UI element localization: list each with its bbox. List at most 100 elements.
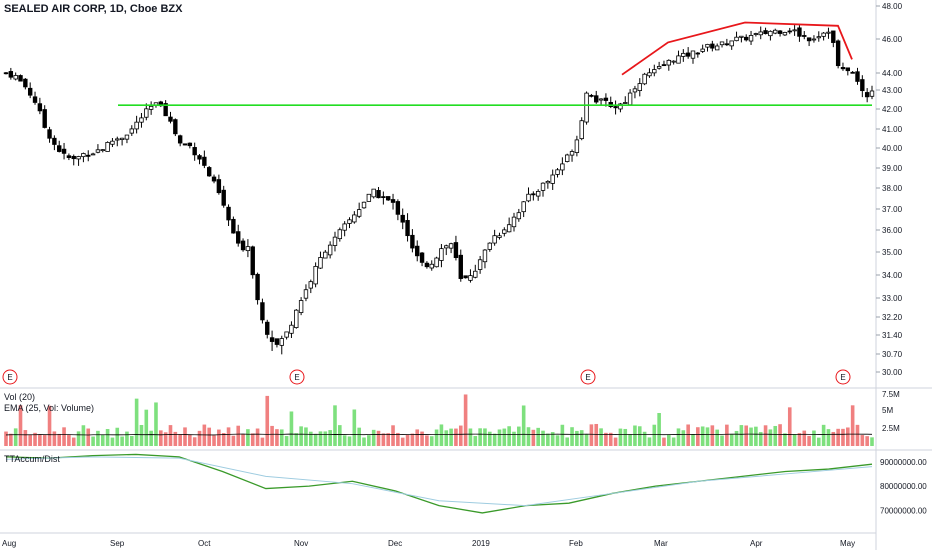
candle-body bbox=[3, 72, 9, 75]
price-tick-label: 38.00 bbox=[882, 184, 903, 193]
volume-bar bbox=[391, 425, 395, 446]
volume-bar bbox=[192, 437, 197, 446]
candle-body bbox=[714, 45, 720, 51]
candle-body bbox=[90, 153, 96, 156]
volume-bar bbox=[81, 425, 86, 446]
candle-body bbox=[744, 36, 749, 41]
price-tick-label: 42.00 bbox=[882, 105, 903, 114]
date-tick-label: Nov bbox=[294, 539, 308, 548]
volume-bar bbox=[91, 436, 95, 446]
volume-bar bbox=[168, 425, 173, 446]
volume-bar bbox=[594, 423, 599, 446]
candle-body bbox=[221, 189, 226, 206]
volume-bar bbox=[57, 433, 62, 446]
price-tick-label: 34.00 bbox=[882, 271, 903, 280]
candle-body bbox=[835, 40, 841, 67]
indicator-lines bbox=[5, 453, 873, 514]
candle-body bbox=[415, 245, 420, 257]
volume-bar bbox=[608, 432, 613, 446]
candle-body bbox=[661, 64, 667, 67]
volume-bar bbox=[521, 405, 526, 446]
candle-body bbox=[129, 128, 134, 134]
volume-bar bbox=[159, 430, 163, 446]
candle-body bbox=[521, 201, 526, 213]
candle-body bbox=[347, 219, 352, 224]
volume-bar bbox=[62, 427, 66, 446]
volume-bar bbox=[381, 433, 386, 446]
candle-body bbox=[589, 94, 594, 97]
candle-body bbox=[177, 135, 183, 144]
earnings-marker-icon[interactable] bbox=[289, 369, 305, 385]
candle-body bbox=[61, 148, 67, 154]
accum-dist-line bbox=[5, 453, 873, 514]
volume-bar bbox=[420, 431, 424, 446]
price-tick-label: 37.00 bbox=[882, 205, 903, 214]
volume-tick-label: 7.5M bbox=[882, 390, 900, 399]
volume-bar bbox=[787, 407, 792, 446]
candle-body bbox=[811, 38, 817, 41]
volume-bar bbox=[173, 431, 178, 446]
candle-body bbox=[260, 302, 265, 321]
volume-bar bbox=[458, 425, 463, 446]
volume-bar bbox=[400, 437, 405, 446]
volume-tick-label: 5M bbox=[882, 406, 893, 415]
volume-bar bbox=[555, 435, 560, 446]
volume-bar bbox=[812, 430, 816, 446]
candle-body bbox=[623, 102, 628, 104]
volume-bar bbox=[178, 434, 182, 446]
candle-body bbox=[545, 181, 551, 184]
earnings-marker-icon[interactable] bbox=[835, 369, 851, 385]
volume-bar bbox=[768, 429, 773, 446]
volume-tick-label: 2.5M bbox=[882, 424, 900, 433]
candle-body bbox=[792, 29, 797, 32]
volume-bar bbox=[226, 427, 231, 446]
candle-body bbox=[671, 60, 676, 63]
candle-body bbox=[187, 142, 193, 147]
candle-body bbox=[386, 196, 391, 201]
candle-body bbox=[352, 214, 357, 223]
candle-body bbox=[32, 96, 38, 103]
volume-bar bbox=[154, 402, 158, 446]
candle-body bbox=[52, 137, 57, 145]
candle-body bbox=[705, 43, 710, 48]
volume-bar bbox=[546, 433, 550, 446]
volume-bar bbox=[33, 432, 37, 446]
volume-bar bbox=[405, 434, 410, 446]
volume-bar bbox=[212, 435, 216, 446]
candle-body bbox=[361, 201, 367, 209]
candle-body bbox=[506, 224, 512, 233]
candle-body bbox=[405, 220, 410, 237]
candle-body bbox=[269, 337, 275, 342]
candle-body bbox=[381, 196, 386, 199]
volume-bar bbox=[517, 426, 521, 446]
earnings-marker-icon[interactable] bbox=[580, 369, 596, 385]
candle-body bbox=[419, 252, 425, 263]
overlay-lines bbox=[118, 21, 872, 106]
candle-body bbox=[763, 30, 768, 35]
candle-body bbox=[124, 134, 130, 140]
volume-bar bbox=[439, 424, 444, 446]
candle-body bbox=[313, 265, 318, 285]
volume-bar bbox=[662, 437, 666, 446]
indicator-tick-label: 70000000.00 bbox=[880, 507, 927, 516]
volume-bar bbox=[376, 430, 381, 446]
price-tick-label: 35.00 bbox=[882, 248, 903, 257]
candle-body bbox=[516, 212, 522, 220]
volume-bar bbox=[318, 431, 323, 446]
date-tick-label: Feb bbox=[569, 539, 583, 548]
volume-bar bbox=[71, 437, 76, 446]
candle-body bbox=[318, 257, 323, 269]
earnings-marker-icon[interactable] bbox=[2, 369, 18, 385]
candle-body bbox=[429, 263, 434, 269]
volume-bar bbox=[483, 428, 487, 446]
candle-body bbox=[826, 31, 831, 34]
candle-body bbox=[245, 246, 251, 252]
candle-body bbox=[734, 36, 739, 42]
candle-body bbox=[710, 43, 715, 49]
volume-bar bbox=[773, 425, 778, 446]
price-tick-label: 30.00 bbox=[882, 368, 903, 377]
volume-bar bbox=[304, 427, 308, 446]
volume-bar bbox=[657, 413, 661, 446]
volume-bar bbox=[328, 430, 332, 446]
